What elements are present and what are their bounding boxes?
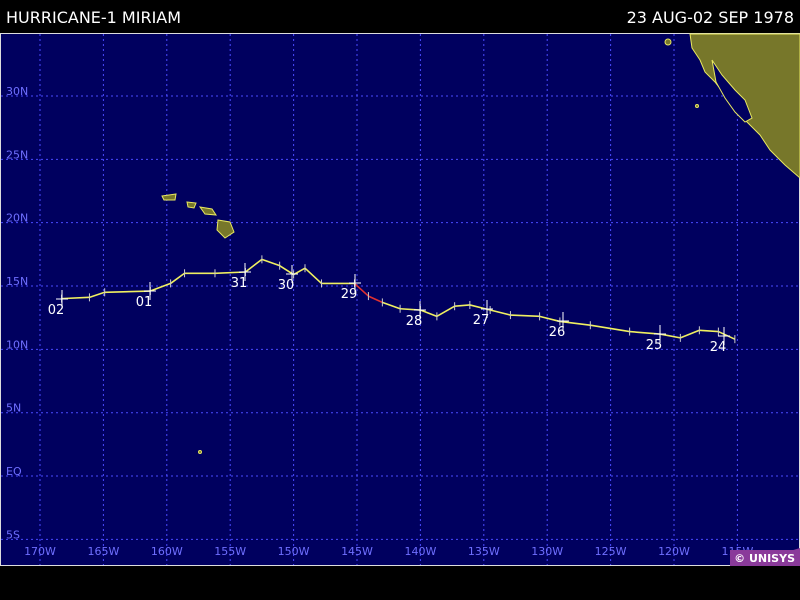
day-label: 28 [406,314,423,329]
track-segment [104,290,151,294]
island [664,38,672,46]
grid: 30N 25N 20N 15N 10N 5N EQ 5S 170W 165W 160W 155W 150… [1,34,799,565]
track-segment [89,291,105,299]
lat-label: 5S [6,528,20,541]
lon-label: 150W [278,545,310,558]
lon-label: 160W [151,545,183,558]
track-segment [293,267,306,276]
day-label: 27 [473,313,490,328]
lon-label: 155W [214,545,246,558]
credit-badge [730,550,800,566]
lon-label: 135W [468,545,500,558]
track-segment [718,330,736,340]
track-segment [261,258,280,267]
day-label: 02 [48,303,65,318]
lon-label: 165W [87,545,119,558]
track-segment [368,295,383,304]
lon-label: 170W [24,545,56,558]
track-segment [170,272,186,285]
track-segment [539,315,561,323]
ocean [0,33,800,566]
track-segment [244,258,263,273]
track-segment [382,301,401,310]
track-segment [454,304,470,308]
track-segment [279,265,295,276]
lat-label: EQ [6,465,22,478]
track-segment [420,309,438,318]
track-segment [590,324,630,333]
track-segment [304,267,323,285]
land [161,33,800,454]
track-segment [559,320,591,327]
lat-label: 5N [6,402,21,415]
island [695,104,699,108]
track-segment [436,305,456,318]
day-label: 30 [278,278,295,293]
day-label: 24 [710,340,727,355]
track-segment [150,282,171,292]
lat-label: 15N [6,275,28,288]
lon-label: 130W [531,545,563,558]
dates: 23 AUG-02 SEP 1978 [627,8,794,27]
track-segment [659,333,681,339]
title: HURRICANE-1 MIRIAM [6,8,181,27]
gulf-of-california [711,59,753,123]
island [198,450,202,454]
track-segment [680,329,700,339]
island [161,193,177,201]
lon-label: 125W [595,545,627,558]
day-label: 31 [231,276,248,291]
track: 24 25 26 27 28 29 30 31 01 02 [48,255,736,355]
day-label: 25 [646,338,663,353]
track-segment [510,314,540,318]
track-segment [353,282,369,297]
lat-label: 10N [6,338,28,351]
lat-label: 25N [6,148,28,161]
island [198,206,217,216]
credit: © UNISYS [734,552,795,565]
day-label: 26 [549,325,566,340]
island [216,219,235,239]
lon-label: 140W [404,545,436,558]
lat-label: 20N [6,212,28,225]
lon-label: 145W [341,545,373,558]
track-segment [61,296,90,300]
lon-label: 120W [658,545,690,558]
island [186,201,197,209]
day-label: 29 [341,287,358,302]
day-label: 01 [136,295,153,310]
track-segment [489,309,511,316]
track-segment [699,329,719,333]
lat-label: 30N [6,85,28,98]
